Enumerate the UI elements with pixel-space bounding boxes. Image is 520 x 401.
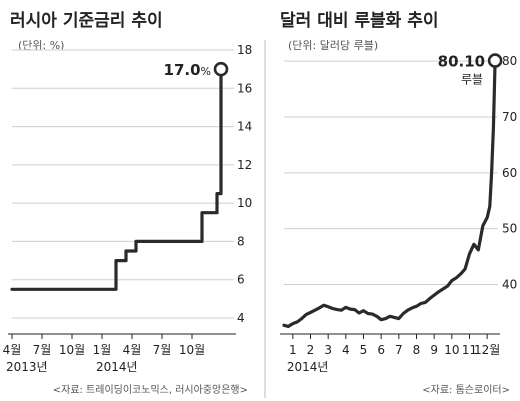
end-value-label: 80.10 <box>438 53 485 71</box>
source-note: <자료: 트레이딩이코노믹스, 러시아중앙은행> <box>53 384 248 396</box>
x-tick-label: 9 <box>430 343 438 357</box>
y-tick-label: 16 <box>237 81 252 95</box>
y-tick-label: 10 <box>237 196 252 210</box>
unit-note: (단위: %) <box>18 39 64 52</box>
end-point-marker <box>213 61 229 77</box>
x-tick-label: 10 <box>444 343 459 357</box>
x-tick-label: 1 <box>289 343 297 357</box>
year-label: 2013년 <box>6 360 48 374</box>
unit-note: (단위: 달러당 루블) <box>288 39 378 52</box>
series-line <box>10 67 223 291</box>
y-tick-label: 40 <box>502 278 517 292</box>
x-tick-label: 12월 <box>474 343 500 357</box>
x-tick-label: 7 <box>395 343 403 357</box>
x-tick-label: 11 <box>462 343 477 357</box>
y-tick-label: 70 <box>502 110 517 124</box>
chart-panel-key-rate: 4 6 8 10 12 14 16 18 4월 7월 10월 1월 4월 7월 10월 2013년 2014년 1… <box>3 43 253 374</box>
series-line <box>282 58 497 328</box>
x-tick-label: 4월 <box>123 343 142 357</box>
x-tick-label: 3 <box>324 343 332 357</box>
x-tick-label: 4월 <box>3 343 22 357</box>
y-tick-label: 14 <box>237 120 252 134</box>
y-tick-label: 6 <box>237 273 245 287</box>
year-label: 2014년 <box>287 360 329 374</box>
end-point-marker <box>487 53 503 68</box>
end-unit-label: 루블 <box>461 73 483 87</box>
y-tick-label: 60 <box>502 166 517 180</box>
y-tick-label: 80 <box>502 54 517 68</box>
x-tick-label: 2 <box>307 343 315 357</box>
x-tick-label: 1월 <box>93 343 112 357</box>
x-tick-label: 10월 <box>59 343 85 357</box>
source-note: <자료: 톰슨로이터> <box>422 384 510 396</box>
x-tick-label: 7월 <box>33 343 52 357</box>
x-tick-label: 5 <box>360 343 368 357</box>
chart-title: 달러 대비 루블화 추이 <box>280 10 439 31</box>
y-tick-label: 12 <box>237 158 252 172</box>
x-tick-label: 6 <box>377 343 385 357</box>
x-tick-label: 8 <box>413 343 421 357</box>
y-tick-label: 4 <box>237 311 245 325</box>
year-label: 2014년 <box>96 360 138 374</box>
x-tick-label: 4 <box>342 343 350 357</box>
y-tick-label: 50 <box>502 222 517 236</box>
x-tick-label: 10월 <box>179 343 205 357</box>
x-tick-label: 7월 <box>153 343 172 357</box>
chart-title: 러시아 기준금리 추이 <box>10 11 163 31</box>
y-tick-label: 18 <box>237 43 252 57</box>
end-value-label: 17.0% <box>164 61 211 79</box>
y-tick-label: 8 <box>237 234 245 248</box>
